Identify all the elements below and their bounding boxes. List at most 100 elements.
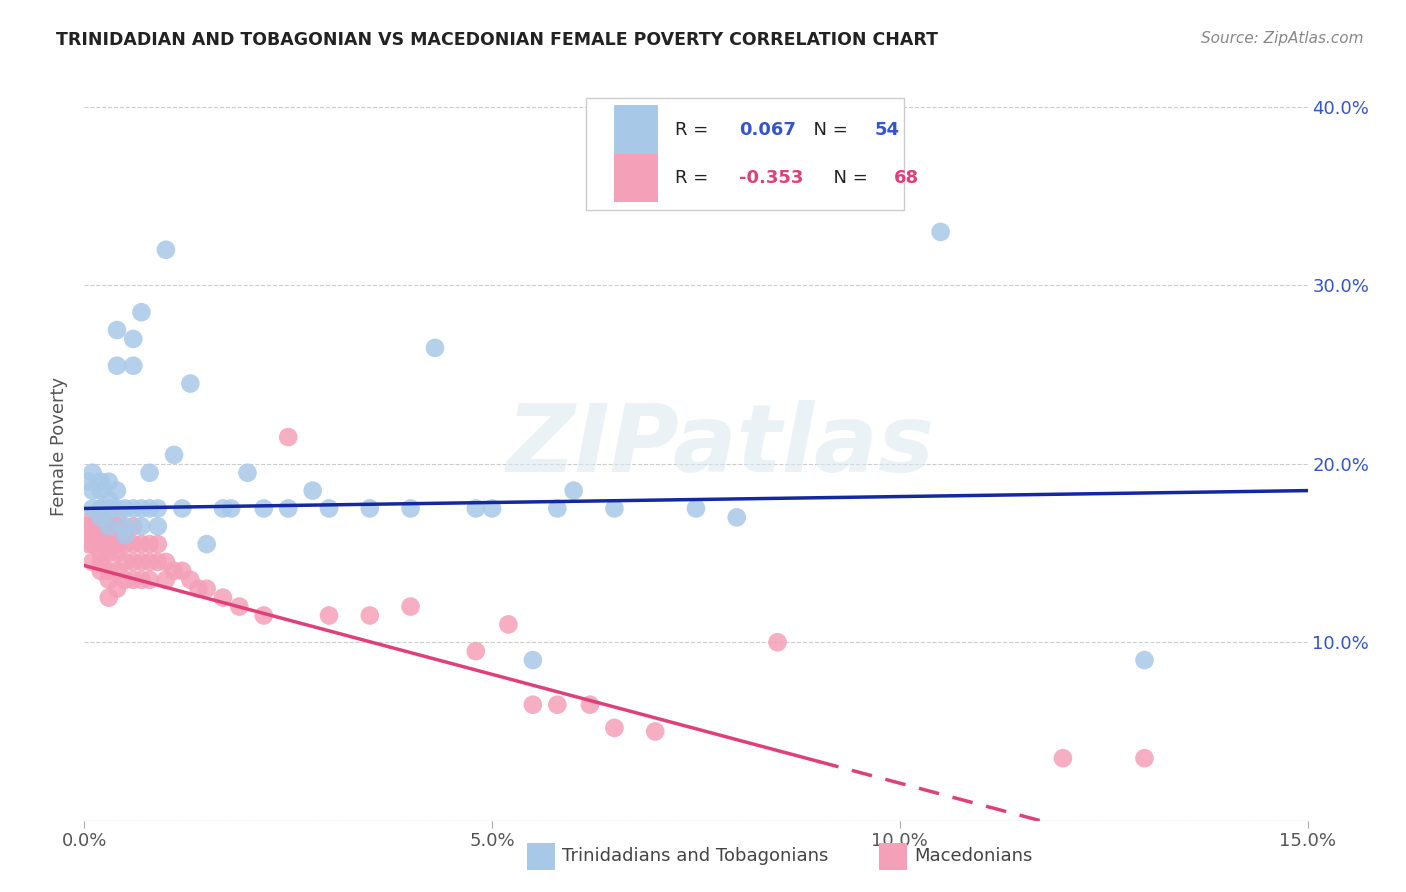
Point (546, 698, 568, 712)
Point (90, 564, 112, 578)
Point (766, 635, 789, 649)
Text: Macedonians: Macedonians (914, 847, 1032, 865)
FancyBboxPatch shape (614, 105, 658, 154)
Point (122, 332, 145, 346)
Point (114, 555, 136, 569)
Point (562, 483, 585, 498)
Point (131, 573, 153, 587)
Point (163, 448, 186, 462)
Point (277, 430, 299, 444)
Point (90, 501, 112, 516)
Point (97, 564, 120, 578)
Point (359, 608, 381, 623)
Point (228, 599, 250, 614)
Point (122, 573, 145, 587)
Point (253, 501, 276, 516)
Point (146, 555, 169, 569)
Text: ZIPatlas: ZIPatlas (506, 400, 935, 492)
Point (114, 537, 136, 551)
Point (212, 501, 235, 516)
Y-axis label: Female Poverty: Female Poverty (51, 376, 69, 516)
Point (318, 501, 340, 516)
Point (464, 501, 486, 516)
Point (105, 582, 128, 596)
Point (179, 573, 201, 587)
Point (195, 582, 218, 596)
Point (105, 519, 128, 533)
Point (138, 466, 160, 480)
Point (481, 501, 503, 516)
Point (97, 475, 120, 489)
Point (146, 537, 169, 551)
FancyBboxPatch shape (586, 97, 904, 210)
Point (97, 537, 120, 551)
Point (131, 519, 153, 533)
Point (138, 501, 160, 516)
Point (122, 555, 145, 569)
Point (82, 519, 104, 533)
Point (172, 501, 194, 516)
Point (90, 483, 112, 498)
Point (97, 591, 120, 605)
Point (187, 582, 209, 596)
Point (114, 528, 136, 542)
Text: TRINIDADIAN AND TOBAGONIAN VS MACEDONIAN FEMALE POVERTY CORRELATION CHART: TRINIDADIAN AND TOBAGONIAN VS MACEDONIAN… (56, 31, 938, 49)
Point (138, 573, 160, 587)
Point (253, 608, 276, 623)
Point (464, 644, 486, 658)
Point (122, 537, 145, 551)
Point (105, 537, 128, 551)
Point (90, 537, 112, 551)
Point (82, 466, 104, 480)
Point (929, 225, 952, 239)
Point (82, 483, 104, 498)
Point (97, 573, 120, 587)
Point (90, 519, 112, 533)
Point (725, 510, 748, 524)
Point (97, 519, 120, 533)
Text: R =: R = (675, 169, 714, 187)
Text: 68: 68 (894, 169, 920, 187)
Point (498, 617, 520, 632)
Point (90, 510, 112, 524)
Point (644, 724, 666, 739)
Point (114, 528, 136, 542)
Point (318, 608, 340, 623)
Point (163, 564, 186, 578)
Point (146, 501, 169, 516)
Point (399, 501, 422, 516)
Point (131, 305, 153, 319)
Text: N =: N = (803, 120, 853, 138)
Point (359, 501, 381, 516)
Point (685, 501, 707, 516)
Point (77, 537, 100, 551)
Text: R =: R = (675, 120, 714, 138)
FancyBboxPatch shape (614, 153, 658, 202)
Text: Source: ZipAtlas.com: Source: ZipAtlas.com (1201, 31, 1364, 46)
Point (105, 546, 128, 560)
Point (82, 555, 104, 569)
Point (82, 501, 104, 516)
Point (399, 599, 422, 614)
Point (114, 519, 136, 533)
Point (423, 341, 446, 355)
Point (522, 653, 544, 667)
Point (82, 510, 104, 524)
Point (90, 555, 112, 569)
Point (603, 501, 626, 516)
Point (301, 483, 323, 498)
Point (90, 475, 112, 489)
Point (155, 243, 177, 257)
Point (105, 501, 128, 516)
Point (97, 546, 120, 560)
Point (603, 721, 626, 735)
Point (1133, 653, 1156, 667)
Text: 54: 54 (875, 120, 900, 138)
Point (97, 501, 120, 516)
Text: 0.067: 0.067 (738, 120, 796, 138)
Point (155, 573, 177, 587)
Point (212, 591, 235, 605)
Text: N =: N = (823, 169, 873, 187)
Point (131, 537, 153, 551)
Point (77, 475, 100, 489)
